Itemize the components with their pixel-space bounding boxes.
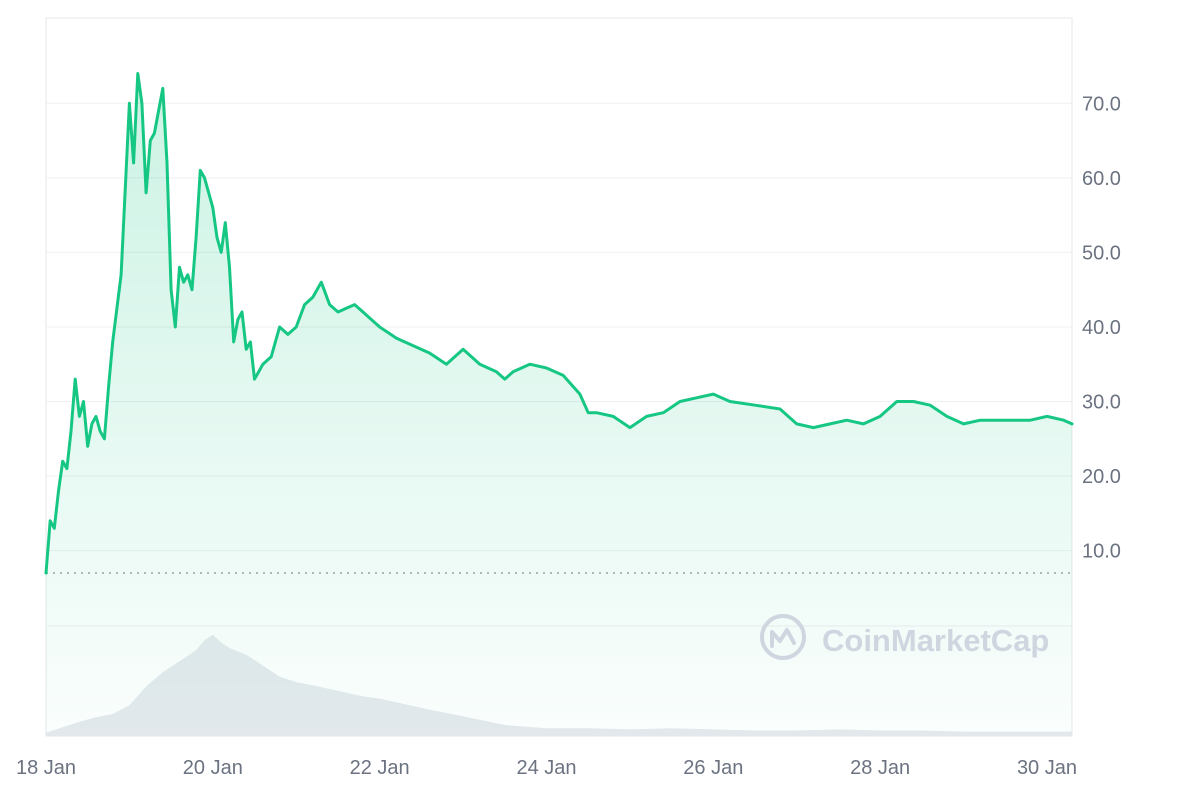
x-tick-label: 26 Jan (683, 757, 743, 779)
y-axis: 10.0 20.0 30.0 40.0 50.0 60.0 70.0 (1082, 93, 1121, 562)
x-tick-label: 18 Jan (16, 757, 76, 779)
y-tick-label: 70.0 (1082, 93, 1121, 115)
y-tick-label: 60.0 (1082, 168, 1121, 190)
x-tick-label: 24 Jan (516, 757, 576, 779)
y-tick-label: 40.0 (1082, 317, 1121, 339)
y-tick-label: 50.0 (1082, 242, 1121, 264)
y-tick-label: 20.0 (1082, 466, 1121, 488)
x-tick-label: 20 Jan (183, 757, 243, 779)
x-axis: 18 Jan 20 Jan 22 Jan 24 Jan 26 Jan 28 Jan 30 J… (16, 757, 1077, 779)
watermark-text: CoinMarketCap (822, 623, 1049, 658)
y-tick-label: 10.0 (1082, 541, 1121, 563)
coinmarketcap-icon (760, 614, 806, 660)
watermark-logo: CoinMarketCap (760, 614, 1049, 660)
price-area (46, 73, 1072, 736)
y-tick-label: 30.0 (1082, 392, 1121, 414)
x-tick-label: 28 Jan (850, 757, 910, 779)
x-tick-label: 22 Jan (350, 757, 410, 779)
x-tick-label: 30 Jan (1017, 757, 1077, 779)
price-line (44, 72, 1074, 575)
